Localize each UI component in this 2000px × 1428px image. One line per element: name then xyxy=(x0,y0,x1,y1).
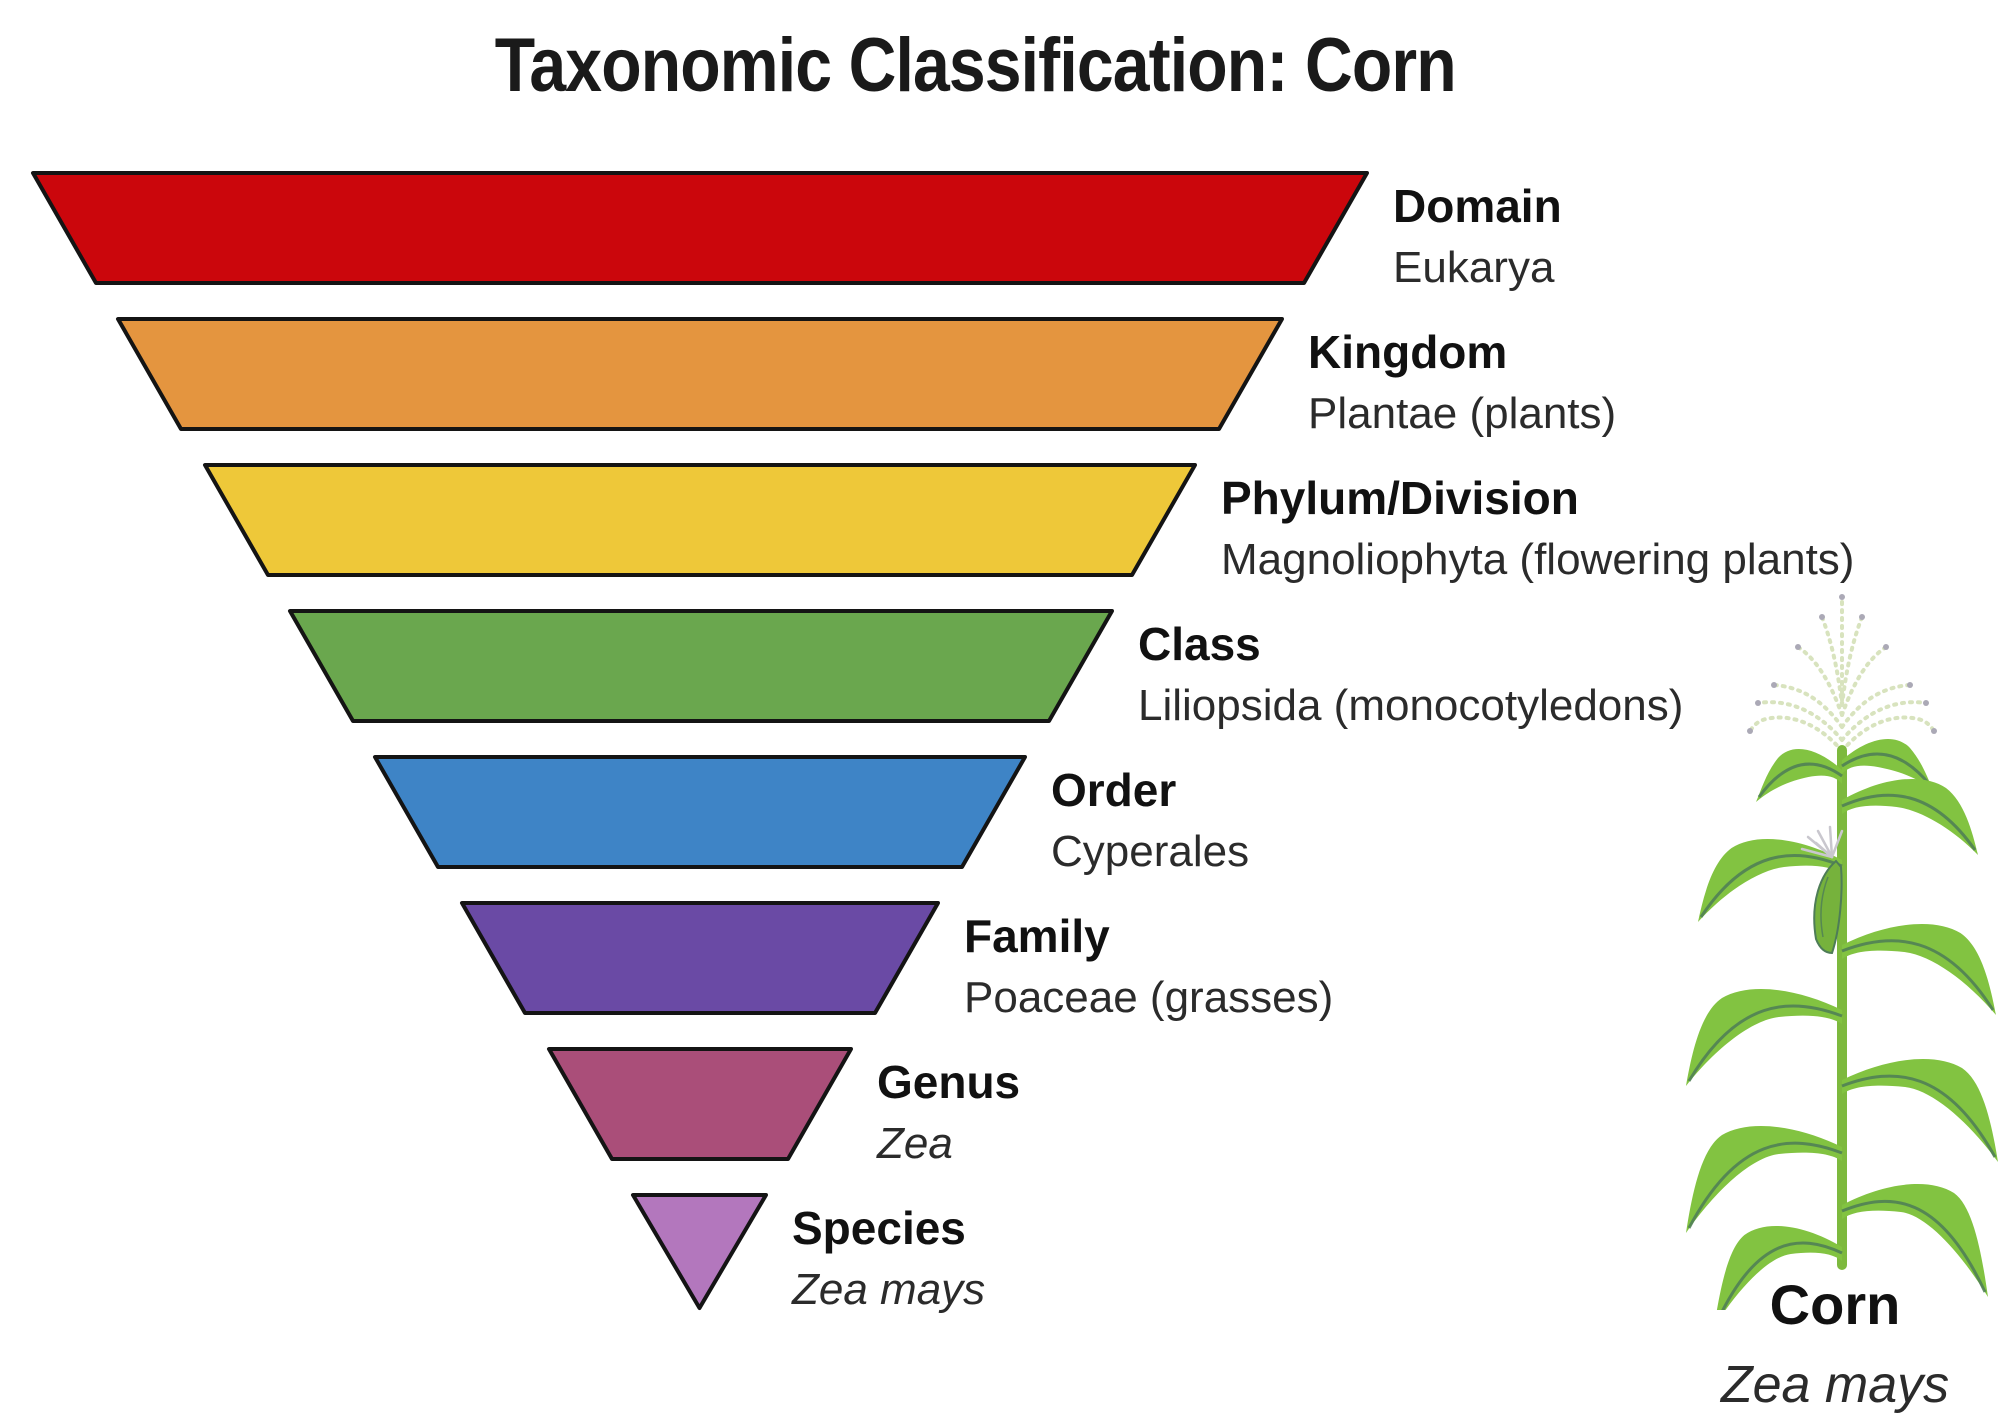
rank-name: Kingdom xyxy=(1308,326,1508,378)
rank-name: Family xyxy=(964,910,1110,962)
plant-caption: Corn Zea mays xyxy=(1660,1272,2000,1415)
rank-name: Genus xyxy=(877,1056,1021,1108)
taxon-value: Plantae (plants) xyxy=(1308,388,1617,438)
leaf-midrib xyxy=(1687,1004,1843,1082)
taxon-value: Poaceae (grasses) xyxy=(964,972,1334,1022)
rank-name: Order xyxy=(1051,764,1177,816)
rank-name: Domain xyxy=(1393,180,1562,232)
corn-plant-illustration xyxy=(1686,594,1998,1310)
corn-leaf-icon xyxy=(1698,838,1842,922)
funnel-label-genus: Genus Zea xyxy=(877,1057,1020,1168)
taxon-value: Liliopsida (monocotyledons) xyxy=(1138,680,1684,730)
corn-leaf-icon xyxy=(1716,1225,1842,1310)
rank-name: Phylum/Division xyxy=(1221,472,1579,524)
funnel-label-class: Class Liliopsida (monocotyledons) xyxy=(1138,619,1683,730)
leaf-midrib xyxy=(1841,752,1932,786)
leaf-midrib xyxy=(1721,1241,1843,1310)
tassel-icon xyxy=(1748,595,1936,753)
leaf-midrib xyxy=(1841,1074,1997,1158)
corn-leaf-icon xyxy=(1842,738,1933,790)
funnel-segment-phylum-division xyxy=(203,463,1197,577)
corn-leaf-icon xyxy=(1842,778,1978,855)
funnel-segment-family xyxy=(460,901,940,1015)
corn-leaf-icon xyxy=(1842,923,1996,1015)
funnel-label-phylum-division: Phylum/Division Magnoliophyta (flowering … xyxy=(1221,473,1854,584)
leaf-midrib xyxy=(1687,1141,1843,1229)
corn-leaf-icon xyxy=(1756,748,1842,802)
leaf-midrib xyxy=(1841,793,1977,851)
title-area: Taxonomic Classification: Corn xyxy=(0,22,1950,109)
corn-leaf-icon xyxy=(1686,988,1842,1086)
funnel-label-species: Species Zea mays xyxy=(792,1203,985,1314)
funnel-label-family: Family Poaceae (grasses) xyxy=(964,911,1333,1022)
funnel-segment-genus xyxy=(547,1047,853,1161)
plant-common-name: Corn xyxy=(1769,1273,1901,1336)
funnel-segment-domain xyxy=(31,171,1369,285)
tassel-tips xyxy=(1747,594,1937,734)
funnel-segment-species xyxy=(631,1193,768,1310)
plant-scientific-name: Zea mays xyxy=(1720,1356,1950,1414)
corn-leaf-icon xyxy=(1842,1183,1988,1297)
funnel-label-order: Order Cyperales xyxy=(1051,765,1249,876)
leaves xyxy=(1686,738,1998,1310)
leaf-midrib xyxy=(1841,939,1995,1011)
taxon-value: Magnoliophyta (flowering plants) xyxy=(1221,534,1855,584)
funnel-segment-kingdom xyxy=(116,317,1284,431)
taxon-value: Eukarya xyxy=(1393,242,1555,292)
corn-leaf-icon xyxy=(1842,1058,1998,1162)
taxon-value: Zea mays xyxy=(792,1264,986,1314)
funnel-label-domain: Domain Eukarya xyxy=(1393,181,1562,292)
leaf-midrib xyxy=(1757,762,1843,798)
page-title: Taxonomic Classification: Corn xyxy=(494,23,1457,108)
funnel-label-kingdom: Kingdom Plantae (plants) xyxy=(1308,327,1616,438)
leaf-midrib xyxy=(1841,1199,1987,1293)
funnel-segment-order xyxy=(373,755,1027,869)
corn-silk-icon xyxy=(1800,825,1844,859)
corn-leaf-icon xyxy=(1686,1125,1842,1233)
funnel-segment-class xyxy=(288,609,1114,723)
corn-ear-icon xyxy=(1800,825,1844,955)
taxon-value: Cyperales xyxy=(1051,826,1250,876)
rank-name: Class xyxy=(1138,618,1261,670)
rank-name: Species xyxy=(792,1202,966,1254)
leaf-midrib xyxy=(1699,854,1843,918)
taxon-value: Zea xyxy=(877,1118,953,1168)
